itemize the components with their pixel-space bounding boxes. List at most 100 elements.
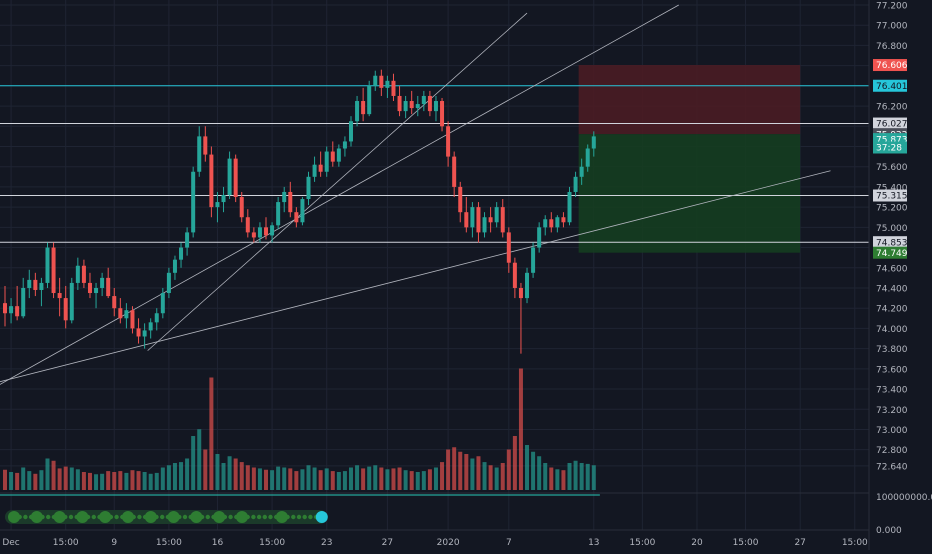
candle-body	[51, 247, 56, 294]
time-tick-label: 15:00	[842, 538, 868, 548]
candle-body	[142, 330, 147, 337]
time-tick-label: 13	[588, 538, 599, 548]
candle-body	[251, 232, 256, 238]
volume-bar	[282, 467, 287, 490]
volume-bar	[561, 470, 566, 490]
indicator-dot	[285, 514, 290, 520]
volume-bar	[106, 471, 111, 490]
indicator-dot	[275, 511, 288, 523]
candle-body	[3, 303, 7, 314]
volume-bar	[51, 460, 56, 490]
volume-bar	[148, 473, 153, 490]
time-tick-label: 16	[212, 538, 224, 548]
indicator-dot	[154, 514, 159, 520]
price-tick-label: 75.200	[876, 204, 908, 214]
volume-bar	[118, 471, 123, 490]
candle-body	[136, 328, 141, 337]
volume-bar	[251, 467, 256, 490]
candle-body	[506, 232, 511, 263]
volume-bar	[470, 458, 475, 490]
volume-bar	[57, 468, 62, 490]
candle-body	[591, 136, 596, 149]
trendline	[0, 170, 831, 383]
take-profit-zone	[578, 134, 801, 253]
volume-bar	[191, 436, 196, 490]
candle-body	[245, 217, 250, 233]
price-label-text: 75.315	[876, 192, 908, 202]
indicator-dot	[199, 514, 205, 520]
volume-bar	[537, 456, 542, 490]
price-label-text: 74.853	[876, 238, 908, 248]
trendline	[147, 12, 528, 351]
volume-bar	[427, 469, 432, 490]
candles	[3, 69, 596, 354]
candle-body	[270, 225, 275, 236]
candle-body	[75, 265, 80, 283]
volume-bar	[264, 469, 269, 490]
volume-bar	[270, 470, 275, 490]
price-tick-label: 76.200	[876, 103, 908, 113]
candle-body	[45, 247, 50, 283]
candle-body	[112, 296, 117, 309]
volume-bar	[531, 451, 536, 490]
candle-body	[573, 176, 578, 192]
volume-bar	[476, 456, 481, 490]
candle-body	[470, 207, 475, 228]
candle-body	[87, 282, 92, 294]
volume-bar	[361, 468, 366, 490]
volume-bar	[15, 472, 20, 490]
indicator-dot	[40, 514, 45, 520]
candle-body	[415, 104, 420, 109]
candle-body	[27, 279, 32, 288]
volume-bar	[421, 471, 426, 490]
candle-body	[227, 158, 232, 195]
candle-body	[191, 171, 196, 233]
candle-body	[531, 247, 536, 273]
candle-body	[294, 212, 299, 223]
candle-body	[367, 85, 372, 115]
indicator-dot	[131, 514, 136, 520]
time-axis[interactable]: Dec 15:00 9 15:00 16 15:00 23 27 2020 7 13 15:00 20 1…	[2, 538, 868, 548]
indicator-dot	[23, 514, 28, 520]
candle-body	[179, 247, 184, 260]
price-label-bg	[873, 141, 907, 154]
indicator-dot	[177, 514, 182, 520]
candle-body	[306, 176, 311, 200]
price-label-bg	[873, 246, 907, 259]
volume-bar	[63, 466, 68, 490]
time-tick-label: 27	[382, 538, 393, 548]
candle-body	[118, 308, 123, 319]
candle-body	[21, 287, 26, 317]
candle-body	[379, 75, 384, 88]
volume-bar	[342, 471, 347, 490]
volume-bar	[306, 465, 311, 490]
indicator-dot	[108, 514, 114, 520]
price-tick-label: 73.000	[876, 426, 908, 436]
indicator-dot	[76, 511, 89, 523]
candle-body	[215, 202, 220, 208]
volume-bar	[233, 458, 238, 490]
time-tick-label: 23	[321, 538, 332, 548]
indicator-dot	[213, 511, 226, 523]
price-tick-label: 74.400	[876, 284, 908, 294]
candle-body	[433, 101, 438, 112]
indicator-dot	[122, 511, 134, 523]
volume-bar	[39, 470, 44, 490]
stop-loss-zone	[578, 65, 801, 135]
candle-body	[440, 101, 445, 127]
volume-bar	[75, 469, 80, 490]
candle-body	[154, 313, 159, 323]
volume-bar	[209, 377, 214, 490]
volume-bar	[367, 466, 372, 490]
candle-body	[130, 310, 135, 329]
price-tick-label: 75.600	[876, 163, 908, 173]
indicator-dot	[245, 514, 250, 520]
candle-body	[336, 148, 341, 162]
candle-body	[160, 293, 165, 314]
candle-body	[57, 293, 62, 299]
volume-bar	[45, 458, 50, 490]
volume-bar	[555, 469, 560, 490]
candle-body	[458, 186, 463, 213]
